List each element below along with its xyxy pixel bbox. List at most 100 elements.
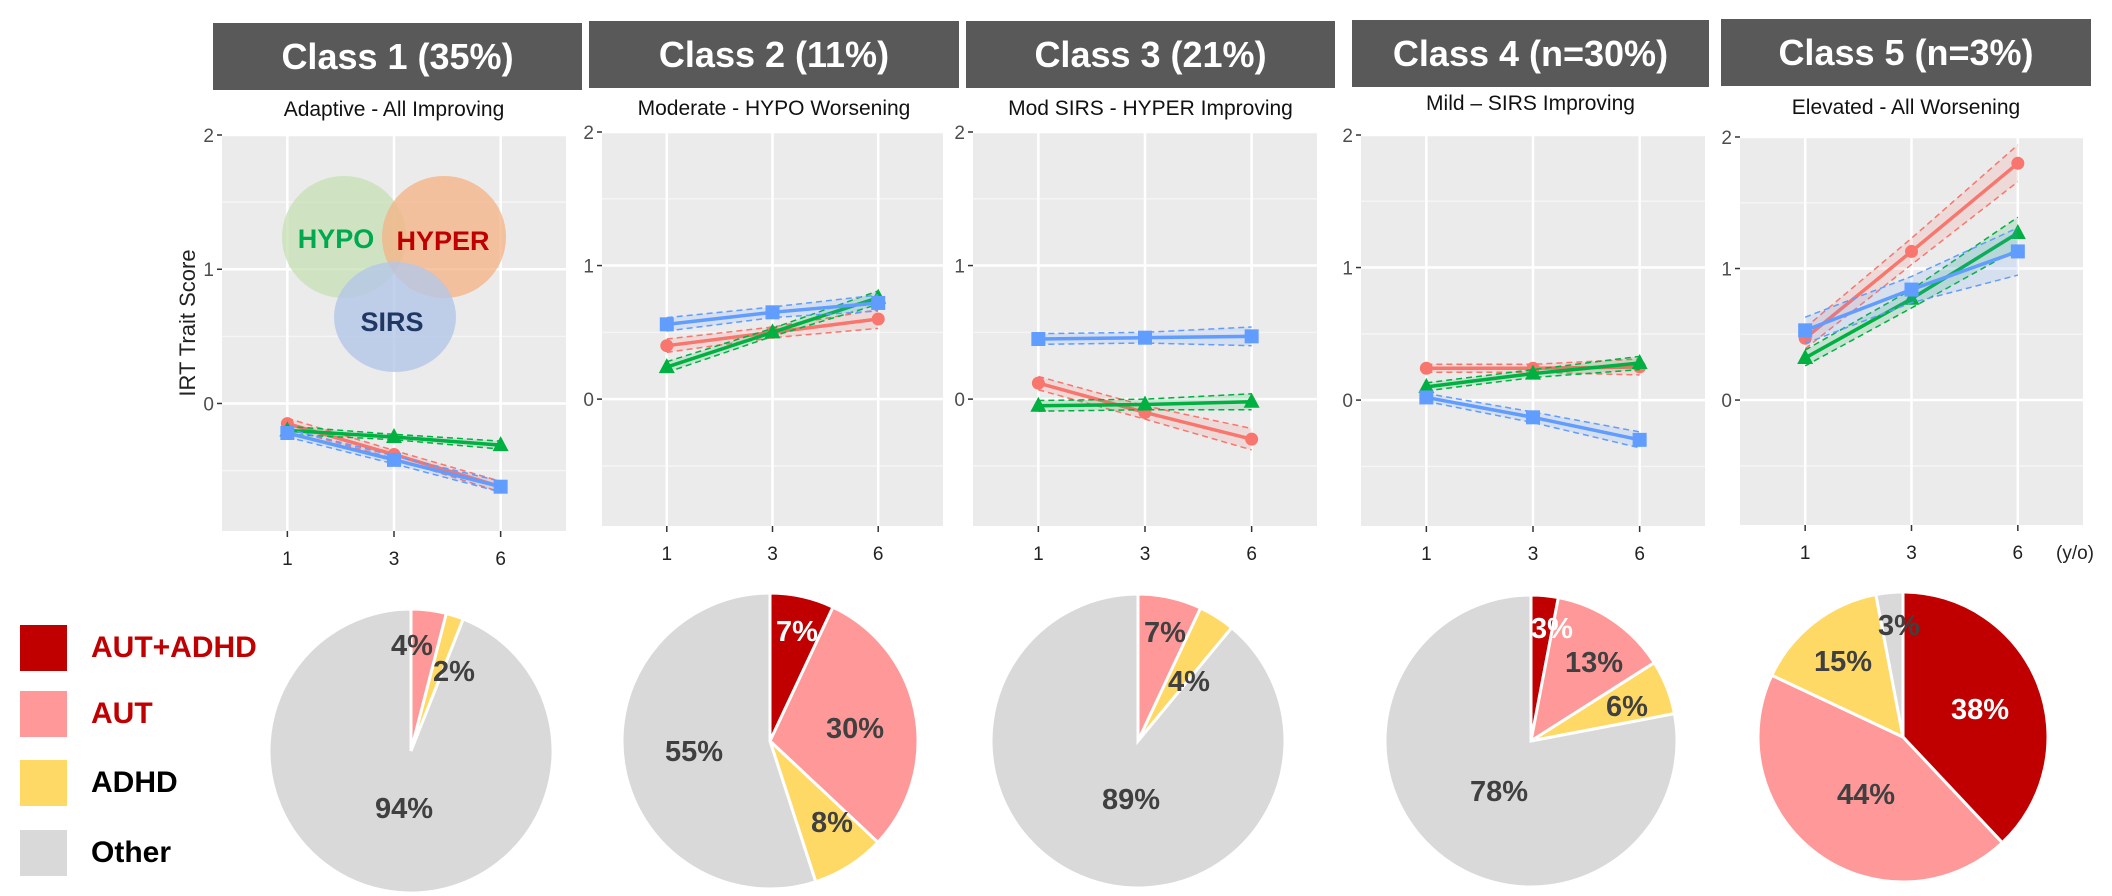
venn-diagram: HYPO HYPER SIRS (282, 176, 506, 372)
data-point-triangle (1243, 392, 1260, 408)
ci-lower-line (1804, 274, 2019, 345)
ci-upper-line (1426, 355, 1640, 384)
x-tick-label: 3 (767, 544, 778, 565)
class-5-title: Class 5 (n=3%) (1721, 19, 2091, 86)
legend-swatch (20, 691, 67, 737)
series-sirs (280, 426, 508, 494)
y-tick-label: 0 (1721, 391, 1732, 412)
class-5-subtitle: Elevated - All Worsening (1791, 96, 2021, 119)
pie-chart-class-2: 7% 30% 8% 55% (620, 591, 920, 891)
data-point-square (1031, 332, 1046, 347)
pie-slice-aut (1528, 595, 1657, 745)
x-axis-label: (y/o) (2056, 543, 2094, 564)
pie-slice-label: 55% (665, 736, 723, 768)
data-point-square (1798, 323, 1813, 338)
pie-slice-label: 8% (811, 807, 853, 839)
series-sirs (1031, 326, 1259, 347)
series-sirs (1798, 227, 2025, 345)
x-tick-label: 1 (662, 544, 673, 565)
ci-upper-line (1804, 144, 2019, 329)
data-point-square (1244, 329, 1259, 344)
venn-label-hyper: HYPER (396, 226, 489, 256)
pie-slice-label: 6% (1606, 691, 1648, 723)
pie-slice-label: 2% (433, 656, 475, 688)
pie-slice-other (267, 607, 555, 895)
pie-slice-label: 3% (1531, 613, 1573, 645)
legend-label: AUT (91, 697, 153, 730)
legend-swatch (20, 625, 67, 671)
pie-slice-label: 7% (776, 616, 818, 648)
line-panel-class-2: 0 1 2 1 3 6 (583, 123, 943, 565)
y-tick-label: 0 (1342, 391, 1353, 412)
ci-upper-line (1038, 326, 1252, 335)
pie-slice-label: 89% (1102, 784, 1160, 816)
y-tick-label: 2 (1721, 128, 1732, 149)
data-point-square (1419, 390, 1434, 405)
ci-upper-line (1804, 227, 2019, 318)
data-point-triangle (1137, 395, 1153, 411)
y-tick-label: 1 (1721, 260, 1732, 281)
pie-slice-other (1874, 590, 1905, 738)
x-tick-label: 6 (873, 544, 884, 565)
venn-label-hypo: HYPO (298, 224, 375, 254)
pie-slice-aut-adhd (1901, 590, 2050, 845)
class-4-title: Class 4 (n=30%) (1352, 20, 1709, 87)
ci-lower-line (1426, 371, 1640, 376)
data-point-circle (871, 312, 885, 326)
x-tick-label: 1 (1033, 544, 1044, 565)
data-point-square (1138, 330, 1152, 345)
pie-slice-label: 15% (1814, 646, 1872, 678)
y-tick-label: 2 (1342, 126, 1353, 147)
class-3-subtitle: Mod SIRS - HYPER Improving (1008, 97, 1293, 120)
legend-item-aut: AUT (20, 691, 153, 737)
pie-slice-label: 7% (1144, 617, 1186, 649)
data-point-circle (1031, 376, 1045, 390)
class-2-subtitle: Moderate - HYPO Worsening (637, 97, 911, 120)
data-point-triangle (1525, 364, 1541, 380)
pie-slice-aut (1756, 673, 2005, 884)
legend-swatch (20, 760, 67, 806)
pie-slice-label: 78% (1470, 776, 1528, 808)
legend-item-other: Other (20, 830, 171, 876)
ci-lower-line (1426, 368, 1640, 392)
ci-upper-line (1426, 358, 1640, 366)
y-tick-label: 0 (954, 390, 965, 411)
ci-upper-line (666, 294, 879, 319)
legend-item-adhd: ADHD (20, 760, 178, 806)
ci-lower-line (666, 310, 879, 332)
pie-slice-label: 4% (1168, 666, 1210, 698)
x-tick-label: 6 (2013, 543, 2024, 564)
series-sirs (1419, 390, 1647, 449)
x-tick-label: 6 (495, 549, 506, 570)
pie-slice-other (989, 592, 1287, 890)
y-tick-label: 1 (954, 257, 965, 278)
data-point-circle (1905, 244, 1918, 258)
data-point-triangle (2009, 224, 2026, 240)
pie-slice-label: 4% (391, 630, 433, 662)
pie-slice-label: 30% (826, 713, 884, 745)
ci-lower-line (287, 436, 501, 493)
x-tick-label: 6 (1634, 544, 1645, 565)
series-hypo (1030, 392, 1260, 412)
pie-slice-label: 13% (1565, 647, 1623, 679)
ci-lower-line (1038, 342, 1252, 347)
y-axis-label: IRT Trait Score (175, 249, 200, 396)
line-panel-class-3: 0 1 2 1 3 6 (954, 123, 1317, 565)
venn-circle-sirs (334, 262, 456, 372)
data-point-circle (660, 339, 674, 353)
y-tick-label: 2 (954, 123, 965, 144)
ci-lower-line (287, 433, 501, 450)
data-point-triangle (1631, 353, 1648, 369)
ci-upper-line (1038, 393, 1252, 402)
ci-upper-line (287, 428, 501, 483)
x-tick-label: 1 (1421, 544, 1432, 565)
data-point-square (871, 295, 886, 310)
series-hypo (279, 421, 509, 452)
pie-slice-label: 38% (1951, 694, 2009, 726)
data-point-circle (2011, 156, 2025, 170)
y-tick-label: 2 (583, 123, 594, 144)
pie-slice-label: 3% (1878, 610, 1920, 642)
pie-slice-other (620, 591, 818, 891)
pie-chart-class-3: 7% 4% 89% (989, 592, 1287, 890)
